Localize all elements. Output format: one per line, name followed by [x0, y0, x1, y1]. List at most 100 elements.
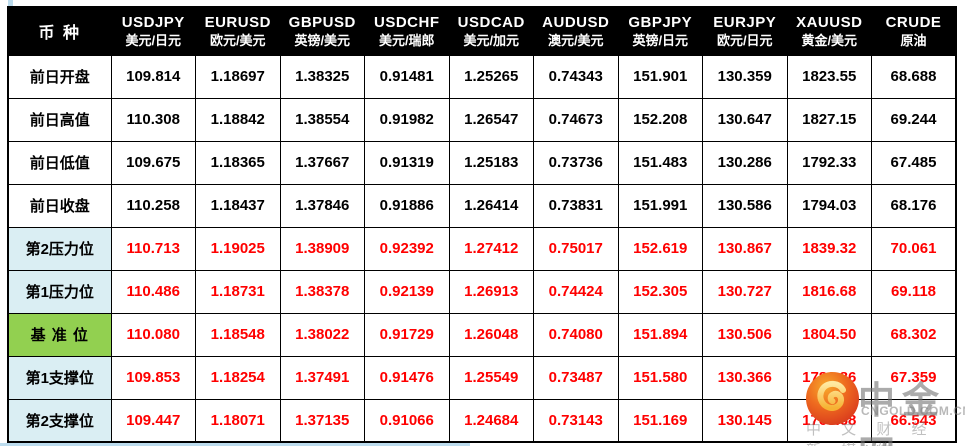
value-cell-usdcad: 1.26414: [448, 183, 534, 228]
value-cell-usdcad: 1.25265: [448, 54, 534, 99]
row-label: 基 准 位: [7, 312, 112, 357]
table-row: 基 准 位 110.080 1.18548 1.38022 0.91729 1.26048…: [7, 312, 957, 357]
value-cell-crude: 70.061: [871, 226, 957, 271]
value-cell-usdcad: 1.24684: [448, 398, 534, 443]
value-cell-usdjpy: 109.853: [110, 355, 196, 400]
row-label: 第2压力位: [7, 226, 112, 271]
value-cell-usdchf: 0.91886: [364, 183, 450, 228]
value-cell-usdcad: 1.26048: [448, 312, 534, 357]
value-cell-audusd: 0.74343: [533, 54, 619, 99]
table-row: 前日收盘 110.258 1.18437 1.37846 0.91886 1.26414 0…: [7, 183, 957, 228]
pair-chinese-name: 欧元/美元: [209, 33, 266, 49]
pair-symbol: AUDUSD: [542, 14, 610, 32]
table-row: 第1支撑位 109.853 1.18254 1.37491 0.91476 1.25549…: [7, 355, 957, 400]
column-header-usdcad: USDCAD 美元/加元: [448, 6, 534, 56]
value-cell-crude: 68.302: [871, 312, 957, 357]
value-cell-eurusd: 1.19025: [195, 226, 281, 271]
value-cell-eurjpy: 130.286: [702, 140, 788, 185]
value-cell-audusd: 0.73831: [533, 183, 619, 228]
pair-chinese-name: 原油: [900, 33, 927, 49]
value-cell-usdchf: 0.92392: [364, 226, 450, 271]
value-cell-xauusd: 1792.33: [786, 140, 872, 185]
value-cell-crude: 67.359: [871, 355, 957, 400]
value-cell-gbpusd: 1.37667: [279, 140, 365, 185]
window-edge-artifact-top: [8, 0, 13, 6]
value-cell-gbpjpy: 152.619: [617, 226, 703, 271]
column-header-gbpusd: GBPUSD 英镑/美元: [279, 6, 365, 56]
value-cell-crude: 68.688: [871, 54, 957, 99]
value-cell-usdchf: 0.91729: [364, 312, 450, 357]
value-cell-gbpusd: 1.37491: [279, 355, 365, 400]
value-cell-audusd: 0.74080: [533, 312, 619, 357]
row-label: 第2支撑位: [7, 398, 112, 443]
pair-symbol: USDCAD: [457, 14, 525, 32]
pair-symbol: GBPJPY: [628, 14, 693, 32]
value-cell-usdjpy: 109.675: [110, 140, 196, 185]
row-label: 前日高值: [7, 97, 112, 142]
corner-header-currency: 币 种: [7, 6, 112, 56]
pair-symbol: CRUDE: [885, 14, 942, 32]
row-label: 第1支撑位: [7, 355, 112, 400]
value-cell-audusd: 0.74424: [533, 269, 619, 314]
window-edge-artifact-bottom: [0, 443, 470, 446]
value-cell-eurusd: 1.18842: [195, 97, 281, 142]
value-cell-gbpjpy: 152.305: [617, 269, 703, 314]
value-cell-audusd: 0.73143: [533, 398, 619, 443]
value-cell-usdcad: 1.25183: [448, 140, 534, 185]
column-header-gbpjpy: GBPJPY 英镑/日元: [617, 6, 703, 56]
value-cell-usdjpy: 110.713: [110, 226, 196, 271]
pair-chinese-name: 黄金/美元: [801, 33, 858, 49]
table-row: 第2支撑位 109.447 1.18071 1.37135 0.91066 1.24684…: [7, 398, 957, 443]
table-row: 第1压力位 110.486 1.18731 1.38378 0.92139 1.26913…: [7, 269, 957, 314]
value-cell-xauusd: 1839.32: [786, 226, 872, 271]
value-cell-usdchf: 0.92139: [364, 269, 450, 314]
column-header-eurusd: EURUSD 欧元/美元: [195, 6, 281, 56]
row-label: 前日低值: [7, 140, 112, 185]
value-cell-xauusd: 1794.03: [786, 183, 872, 228]
value-cell-gbpjpy: 151.169: [617, 398, 703, 443]
value-cell-gbpjpy: 151.901: [617, 54, 703, 99]
value-cell-xauusd: 1781.86: [786, 355, 872, 400]
value-cell-crude: 67.485: [871, 140, 957, 185]
table-row: 第2压力位 110.713 1.19025 1.38909 0.92392 1.27412…: [7, 226, 957, 271]
value-cell-eurjpy: 130.145: [702, 398, 788, 443]
value-cell-usdcad: 1.25549: [448, 355, 534, 400]
value-cell-gbpjpy: 151.483: [617, 140, 703, 185]
value-cell-audusd: 0.74673: [533, 97, 619, 142]
row-label: 第1压力位: [7, 269, 112, 314]
value-cell-usdchf: 0.91066: [364, 398, 450, 443]
value-cell-xauusd: 1816.68: [786, 269, 872, 314]
value-cell-eurusd: 1.18697: [195, 54, 281, 99]
value-cell-gbpjpy: 152.208: [617, 97, 703, 142]
value-cell-usdchf: 0.91982: [364, 97, 450, 142]
value-cell-usdcad: 1.26913: [448, 269, 534, 314]
value-cell-gbpusd: 1.38022: [279, 312, 365, 357]
value-cell-gbpusd: 1.38554: [279, 97, 365, 142]
value-cell-usdchf: 0.91481: [364, 54, 450, 99]
value-cell-xauusd: 1769.68: [786, 398, 872, 443]
value-cell-crude: 68.176: [871, 183, 957, 228]
value-cell-eurusd: 1.18071: [195, 398, 281, 443]
pair-symbol: USDCHF: [374, 14, 440, 32]
value-cell-xauusd: 1827.15: [786, 97, 872, 142]
value-cell-xauusd: 1804.50: [786, 312, 872, 357]
table-row: 前日低值 109.675 1.18365 1.37667 0.91319 1.25183 0…: [7, 140, 957, 185]
value-cell-crude: 69.118: [871, 269, 957, 314]
value-cell-crude: 66.543: [871, 398, 957, 443]
value-cell-usdjpy: 110.486: [110, 269, 196, 314]
value-cell-eurusd: 1.18548: [195, 312, 281, 357]
column-header-usdchf: USDCHF 美元/瑞郎: [364, 6, 450, 56]
value-cell-eurjpy: 130.366: [702, 355, 788, 400]
pair-chinese-name: 美元/瑞郎: [378, 33, 435, 49]
pair-chinese-name: 美元/加元: [463, 33, 520, 49]
value-cell-crude: 69.244: [871, 97, 957, 142]
value-cell-usdcad: 1.26547: [448, 97, 534, 142]
value-cell-eurjpy: 130.867: [702, 226, 788, 271]
value-cell-usdcad: 1.27412: [448, 226, 534, 271]
value-cell-usdjpy: 110.080: [110, 312, 196, 357]
value-cell-gbpusd: 1.37135: [279, 398, 365, 443]
column-header-eurjpy: EURJPY 欧元/日元: [702, 6, 788, 56]
value-cell-eurjpy: 130.586: [702, 183, 788, 228]
value-cell-gbpjpy: 151.991: [617, 183, 703, 228]
